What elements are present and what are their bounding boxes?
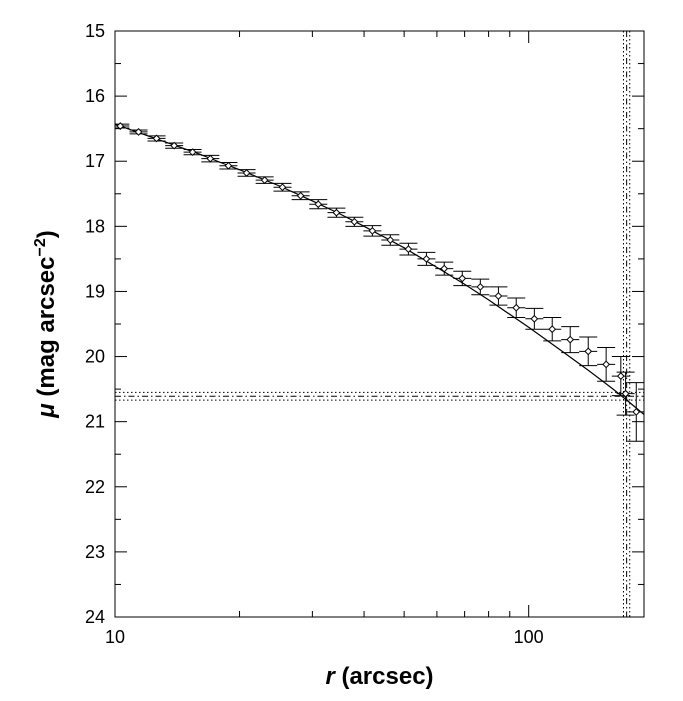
diamond-marker [134,128,143,136]
plot-frame [114,30,645,618]
diamond-marker [494,292,503,300]
data-point [611,356,630,397]
data-point [201,154,220,163]
data-point [237,169,256,177]
y-tick-label: 17 [85,151,105,171]
y-axis-unit: (mag arcsec [33,257,60,404]
diamond-marker [368,226,377,235]
diamond-marker [476,282,485,291]
reference-lines [115,31,644,617]
y-tick-label: 19 [85,281,105,301]
y-axis-exponent: −2 [32,238,49,256]
diamond-marker [422,254,431,263]
diamond-marker [458,274,467,283]
data-point [115,122,130,130]
data-point [597,346,616,382]
y-axis-title: μ (mag arcsec−2) [32,230,60,419]
data-point [525,307,544,330]
y-tick-label: 22 [85,477,105,497]
data-point [183,148,202,157]
diamond-marker [296,191,305,200]
data-point [381,234,400,246]
data-point [489,286,508,306]
data-point [291,191,310,201]
data-points-layer [115,122,644,442]
y-tick-label: 24 [85,607,105,627]
fit-curve-layer [115,123,644,415]
data-point [543,316,562,342]
data-point [309,199,328,210]
data-point [579,336,598,367]
diamond-marker [152,134,161,143]
data-point [219,161,238,170]
data-point [345,216,364,227]
diamond-marker [512,303,521,312]
diamond-marker [188,148,197,157]
fit-curve [115,123,644,415]
x-axis-ticks: 10 100 [105,31,544,647]
diamond-marker [548,325,557,334]
diamond-marker [386,236,395,244]
diamond-marker [584,347,593,356]
diamond-marker [404,245,413,254]
diamond-marker [314,200,323,209]
y-axis-ticks: 15 16 17 18 19 20 21 22 23 24 [85,21,644,627]
data-point [616,371,635,416]
data-point [165,141,184,150]
data-point [327,207,346,218]
diamond-marker [170,141,179,150]
x-tick-label: 100 [514,627,544,647]
diamond-marker [632,407,641,416]
diamond-marker [224,161,233,170]
diamond-marker [530,314,539,323]
y-tick-label: 21 [85,412,105,432]
y-tick-label: 15 [85,21,105,41]
y-axis-close: ) [33,230,60,238]
data-point [435,261,454,276]
data-point [255,176,274,185]
diamond-marker [566,335,575,344]
y-tick-label: 23 [85,542,105,562]
data-point [273,182,292,192]
x-axis-variable: r [325,663,336,690]
data-point [147,134,166,143]
diamond-marker [616,372,625,380]
diamond-marker [332,208,341,217]
diamond-marker [602,360,611,369]
diamond-marker [260,176,269,185]
diamond-marker [278,183,287,192]
y-tick-label: 16 [85,86,105,106]
y-tick-label: 20 [85,347,105,367]
data-point [561,326,580,354]
y-axis-variable: μ [33,403,60,419]
x-axis-title: r (arcsec) [325,663,433,690]
diamond-marker [440,264,449,273]
data-point [453,270,472,287]
data-point [507,297,526,318]
data-point [417,251,436,266]
diamond-marker [116,122,125,130]
data-point [627,382,644,442]
diamond-marker [350,217,359,226]
data-point [471,278,490,296]
diamond-marker [242,169,251,177]
y-tick-label: 18 [85,216,105,236]
data-point [363,225,382,237]
diamond-marker [206,154,215,163]
diamond-marker [621,389,630,398]
data-point [399,242,418,256]
x-tick-label: 10 [105,627,125,647]
data-point [129,128,148,136]
x-axis-unit: (arcsec) [335,663,434,690]
